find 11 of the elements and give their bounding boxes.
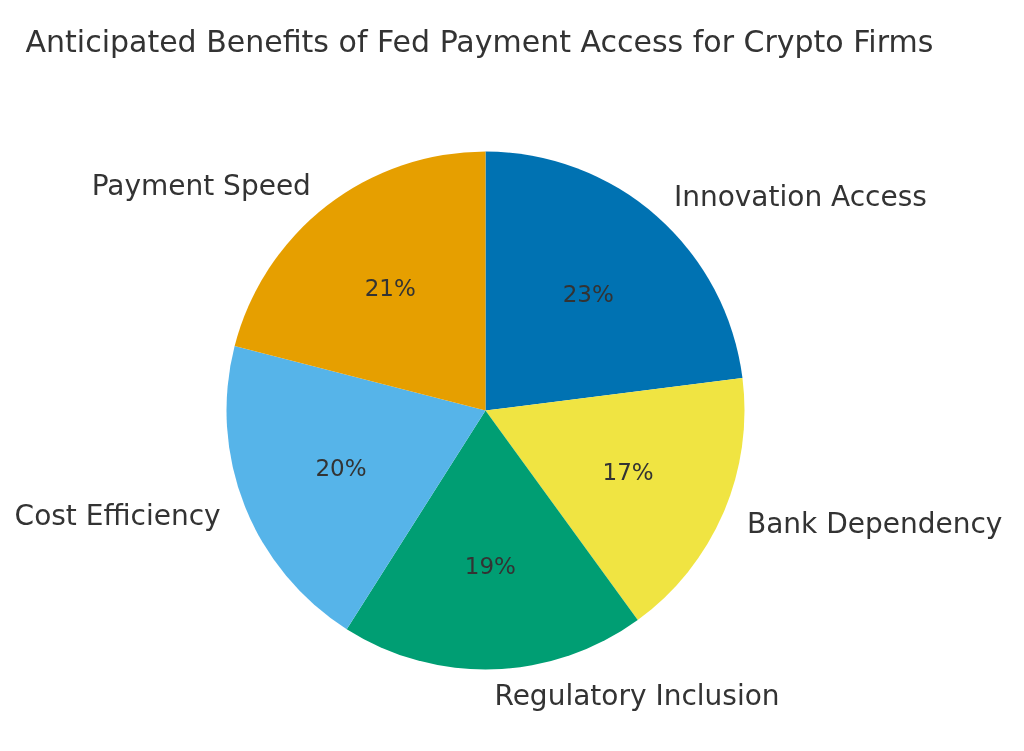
slice-label: Cost Efficiency xyxy=(14,498,221,532)
slice-label: Payment Speed xyxy=(91,168,311,202)
slice-label: Regulatory Inclusion xyxy=(494,678,780,712)
data-label: 23% xyxy=(562,280,614,307)
slice-label: Innovation Access xyxy=(673,180,927,214)
data-label: 21% xyxy=(364,274,416,301)
data-label: 17% xyxy=(602,459,654,486)
chart-title: Anticipated Benefits of Fed Payment Access for Crypto Firms xyxy=(25,24,934,59)
slice-label: Bank Dependency xyxy=(746,507,1003,541)
data-label: 19% xyxy=(464,552,516,579)
data-label: 20% xyxy=(315,454,367,481)
